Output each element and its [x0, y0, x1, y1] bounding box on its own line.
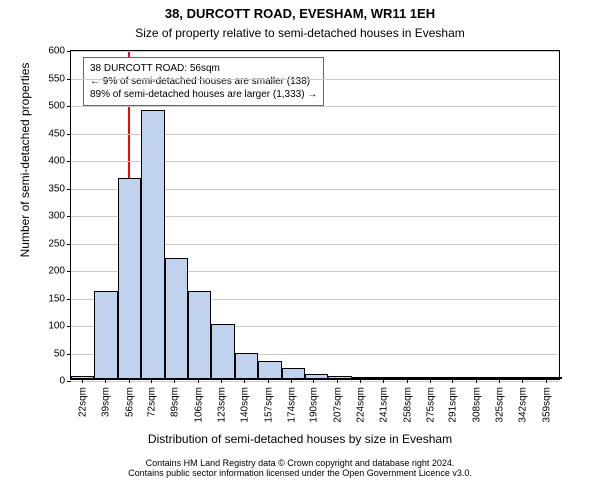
xtick-label: 342sqm: [516, 387, 529, 423]
xtick-label: 325sqm: [493, 387, 506, 423]
xtick-mark: [105, 379, 106, 383]
grid-line: [71, 79, 559, 80]
ytick-label: 50: [54, 348, 71, 359]
histogram-bar: [188, 291, 211, 379]
xtick-mark: [151, 379, 152, 383]
grid-line: [71, 381, 559, 382]
histogram-bar: [141, 110, 164, 380]
histogram-bar: [94, 291, 117, 379]
xtick-mark: [383, 379, 384, 383]
chart-title: 38, DURCOTT ROAD, EVESHAM, WR11 1EH: [0, 6, 600, 21]
histogram-bar: [328, 376, 351, 379]
xtick-label: 207sqm: [330, 387, 343, 423]
xtick-mark: [452, 379, 453, 383]
xtick-label: 275sqm: [424, 387, 437, 423]
ytick-label: 0: [59, 376, 71, 387]
chart-footer: Contains HM Land Registry data © Crown c…: [0, 458, 600, 478]
xtick-mark: [499, 379, 500, 383]
xtick-mark: [407, 379, 408, 383]
xtick-label: 106sqm: [191, 387, 204, 423]
ytick-label: 500: [48, 101, 71, 112]
xtick-mark: [546, 379, 547, 383]
histogram-bar: [258, 361, 281, 379]
xtick-label: 123sqm: [215, 387, 228, 423]
xtick-label: 224sqm: [354, 387, 367, 423]
xtick-label: 89sqm: [168, 387, 181, 417]
histogram-bar: [282, 368, 305, 379]
xtick-label: 291sqm: [446, 387, 459, 423]
xtick-mark: [291, 379, 292, 383]
histogram-bar: [211, 324, 234, 379]
histogram-bar: [516, 377, 539, 379]
y-axis-label: Number of semi-detached properties: [18, 0, 32, 325]
xtick-label: 174sqm: [285, 387, 298, 423]
xtick-label: 258sqm: [400, 387, 413, 423]
ytick-label: 450: [48, 128, 71, 139]
grid-line: [71, 106, 559, 107]
xtick-mark: [337, 379, 338, 383]
xtick-mark: [129, 379, 130, 383]
property-overlay-box: 38 DURCOTT ROAD: 56sqm ← 9% of semi-deta…: [83, 57, 324, 106]
xtick-label: 22sqm: [76, 387, 89, 417]
xtick-label: 140sqm: [238, 387, 251, 423]
xtick-mark: [268, 379, 269, 383]
chart-subtitle: Size of property relative to semi-detach…: [0, 26, 600, 40]
xtick-label: 157sqm: [261, 387, 274, 423]
xtick-mark: [313, 379, 314, 383]
histogram-bar: [445, 377, 468, 379]
histogram-bar: [469, 377, 492, 379]
footer-line-2: Contains public sector information licen…: [0, 468, 600, 478]
xtick-mark: [221, 379, 222, 383]
plot-area: 38 DURCOTT ROAD: 56sqm ← 9% of semi-deta…: [70, 50, 560, 380]
xtick-label: 359sqm: [539, 387, 552, 423]
xtick-mark: [198, 379, 199, 383]
xtick-mark: [522, 379, 523, 383]
histogram-bar: [539, 377, 562, 379]
histogram-bar: [375, 377, 398, 379]
xtick-mark: [430, 379, 431, 383]
ytick-label: 400: [48, 156, 71, 167]
histogram-bar: [422, 377, 445, 379]
histogram-bar: [118, 178, 141, 379]
histogram-bar: [235, 353, 258, 379]
xtick-label: 72sqm: [144, 387, 157, 417]
ytick-label: 250: [48, 238, 71, 249]
ytick-label: 100: [48, 321, 71, 332]
xtick-mark: [360, 379, 361, 383]
xtick-label: 56sqm: [122, 387, 135, 417]
overlay-line-1: 38 DURCOTT ROAD: 56sqm: [90, 62, 317, 75]
histogram-bar: [165, 258, 188, 379]
overlay-line-2: ← 9% of semi-detached houses are smaller…: [90, 75, 317, 88]
histogram-bar: [352, 377, 375, 379]
histogram-bar: [399, 377, 422, 379]
xtick-mark: [476, 379, 477, 383]
xtick-label: 39sqm: [99, 387, 112, 417]
histogram-bar: [305, 374, 328, 380]
grid-line: [71, 51, 559, 52]
ytick-label: 600: [48, 46, 71, 57]
ytick-label: 150: [48, 293, 71, 304]
xtick-label: 190sqm: [307, 387, 320, 423]
histogram-bar: [492, 377, 515, 379]
xtick-mark: [174, 379, 175, 383]
ytick-label: 350: [48, 183, 71, 194]
chart-container: { "header": { "title": "38, DURCOTT ROAD…: [0, 0, 600, 500]
x-axis-label: Distribution of semi-detached houses by …: [0, 432, 600, 446]
ytick-label: 200: [48, 266, 71, 277]
ytick-label: 550: [48, 73, 71, 84]
xtick-mark: [244, 379, 245, 383]
footer-line-1: Contains HM Land Registry data © Crown c…: [0, 458, 600, 468]
xtick-label: 308sqm: [469, 387, 482, 423]
ytick-label: 300: [48, 211, 71, 222]
overlay-line-3: 89% of semi-detached houses are larger (…: [90, 88, 317, 101]
xtick-mark: [82, 379, 83, 383]
xtick-label: 241sqm: [377, 387, 390, 423]
